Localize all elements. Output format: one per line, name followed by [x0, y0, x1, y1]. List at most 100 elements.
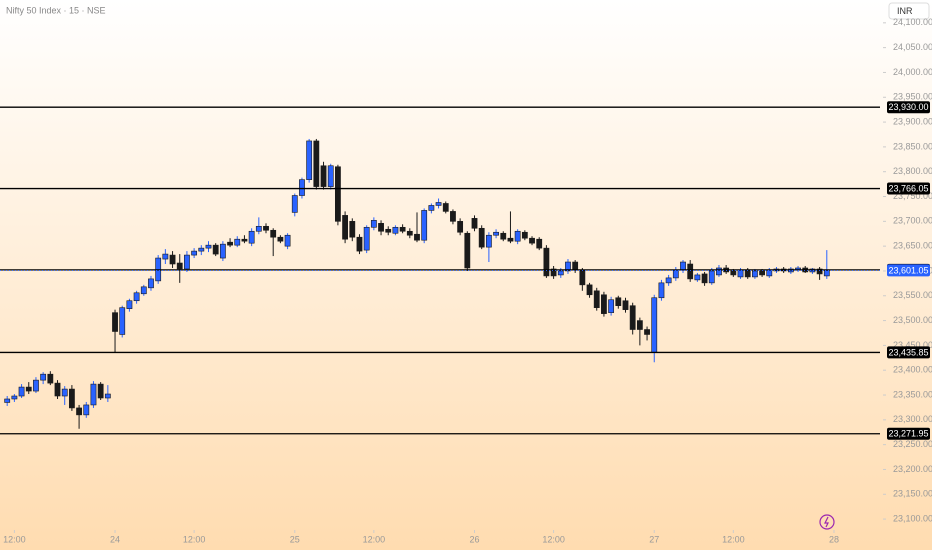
currency-button[interactable]: INR [888, 2, 930, 20]
candle-body [335, 166, 341, 222]
x-tick-label: 25 [290, 534, 300, 544]
candle-body [270, 229, 277, 238]
candle-body [133, 292, 140, 302]
y-tick-label: 23,300.00 [893, 414, 932, 424]
candle-body [572, 261, 579, 271]
candle-body [557, 270, 564, 276]
candle-body [435, 202, 442, 206]
chart-title: Nifty 50 Index · 15 · NSE [6, 5, 106, 15]
candle-body [651, 297, 658, 353]
candle-body [687, 263, 694, 280]
candle-body [514, 230, 521, 242]
candle-body [169, 254, 176, 265]
price-label-box [887, 346, 930, 359]
candle-body [68, 388, 75, 409]
candle-body [521, 231, 528, 239]
y-tick-label: 23,150.00 [893, 489, 932, 499]
candle-body [61, 388, 68, 397]
candle-body [464, 232, 471, 269]
x-tick-label: 28 [829, 534, 839, 544]
x-tick-label: 12:00 [183, 534, 206, 544]
candle-body [327, 165, 334, 187]
candle-body [680, 261, 686, 271]
y-tick-label: 24,100.00 [893, 17, 932, 27]
candle-body [694, 274, 701, 281]
y-tick-label: 23,350.00 [893, 389, 932, 399]
y-tick-label: 23,900.00 [893, 116, 932, 126]
candle-body [543, 247, 550, 277]
alert-circle[interactable] [819, 514, 835, 530]
candle-body [823, 270, 830, 277]
x-tick-label: 12:00 [363, 534, 386, 544]
candle-body [363, 226, 370, 251]
candle-body [701, 273, 708, 284]
price-label-box [887, 264, 930, 277]
candle-body [313, 140, 320, 187]
x-tick-label: 12:00 [722, 534, 745, 544]
candle-body [816, 268, 823, 275]
candle-body [349, 221, 356, 238]
y-tick-label: 23,950.00 [893, 92, 932, 102]
price-label: 23,271.95 [888, 429, 928, 439]
candle-body [399, 226, 406, 232]
candle-body [457, 221, 464, 233]
y-tick-label: 23,500.00 [893, 315, 932, 325]
candle-body [766, 269, 773, 277]
x-tick-label: 12:00 [542, 534, 565, 544]
candle-body [320, 165, 327, 187]
candle-body [586, 284, 593, 296]
candle-body [18, 386, 25, 397]
candle-body [629, 305, 636, 330]
candle-body [162, 253, 169, 260]
candle-body [593, 290, 600, 308]
y-tick-label: 24,000.00 [893, 67, 932, 77]
candle-body [47, 373, 54, 384]
alert-icon[interactable] [819, 514, 835, 530]
y-tick-label: 23,200.00 [893, 464, 932, 474]
candle-body [184, 254, 190, 270]
candle-body [752, 270, 758, 278]
candle-body [759, 270, 765, 276]
candle-body [622, 300, 629, 310]
currency-button-box[interactable] [888, 2, 930, 20]
candle-body [76, 407, 82, 416]
candle-body [291, 195, 298, 213]
candle-body [421, 210, 428, 241]
candle-body [450, 211, 456, 222]
candle-body [392, 226, 399, 234]
y-tick-label: 23,800.00 [893, 166, 932, 176]
candle-body [550, 268, 557, 277]
candle-body [658, 282, 665, 299]
candle-body [716, 267, 722, 276]
candle-body [378, 223, 384, 232]
candle-body [126, 300, 133, 309]
candle-body [370, 220, 377, 228]
y-tick-label: 23,100.00 [893, 513, 932, 523]
candle-body [263, 225, 269, 231]
x-tick-label: 26 [470, 534, 480, 544]
y-tick-label: 24,050.00 [893, 42, 932, 52]
x-tick-label: 24 [110, 534, 120, 544]
candle-body [342, 215, 348, 240]
currency-label[interactable]: INR [897, 6, 913, 16]
candle-body [176, 262, 183, 270]
candle-body [385, 228, 392, 233]
candle-body [471, 218, 478, 229]
alert-bolt[interactable] [824, 516, 829, 528]
candle-body [601, 294, 607, 314]
candle-body [406, 230, 413, 236]
candle-body [112, 312, 118, 332]
candle-body [478, 227, 485, 248]
candle-body [442, 203, 449, 212]
candle-body [255, 225, 262, 232]
candle-body [356, 236, 363, 252]
candle-body [104, 393, 111, 399]
candle-body [33, 379, 39, 392]
y-tick-label: 23,450.00 [893, 340, 932, 350]
candle-body [11, 395, 18, 400]
candle-body [730, 270, 737, 276]
candle-body [428, 205, 435, 211]
